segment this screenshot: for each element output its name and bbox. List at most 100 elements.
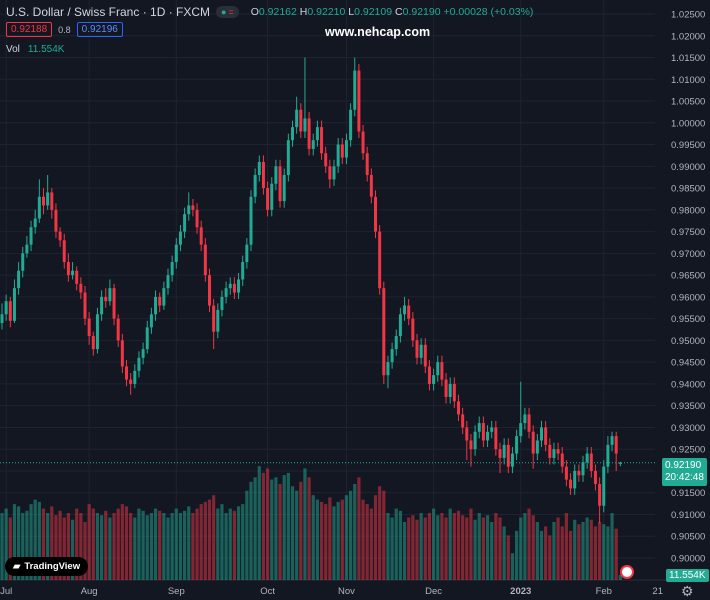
volume-bar [402,521,407,580]
candle-body [154,296,158,315]
candle-body [66,262,70,276]
candle-body [581,462,585,476]
volume-bar [145,515,149,580]
candle-body [378,231,382,289]
candle-body [212,305,216,332]
candle-body [232,283,236,293]
volume-bar [83,521,87,580]
price-axis[interactable]: 1.02500 1.02000 1.01500 1.01000 1.00500 1.000… [671,10,705,565]
spread-value: 0.8 [58,24,71,35]
candle-body [149,314,153,328]
volume-legend[interactable]: Vol 11.554K [6,44,64,55]
candle-body [602,466,606,506]
candle-body [37,196,41,219]
candle-body [519,423,523,437]
volume-bar [490,521,494,580]
y-tick-label: 0.97500 [671,227,705,238]
volume-bar [149,513,153,580]
candle-body [477,423,481,432]
volume-bar [340,499,344,580]
x-tick-label: Feb [596,586,612,597]
candle-body [245,244,249,263]
volume-bar [91,508,95,580]
candle-body [465,427,469,441]
volume-bar [4,508,8,580]
volume-bar [568,530,573,580]
candle-body [369,175,373,197]
volume-bar [290,486,295,580]
candle-body [133,370,137,384]
y-tick-label: 0.92500 [671,445,705,456]
volume-bar [315,499,319,580]
gear-icon[interactable]: ⚙ [681,583,694,599]
candle-body [502,444,506,458]
candle-body [311,140,315,149]
candles [0,57,622,524]
y-tick-label: 0.97000 [671,249,705,260]
y-tick-label: 1.02500 [671,10,705,21]
volume-bar [70,519,75,580]
candle-body [54,209,58,232]
market-status-pill[interactable]: ● = [216,6,239,18]
x-tick-label: Aug [81,586,98,597]
current-price: 0.92190 [665,460,702,471]
candle-body [145,327,149,350]
sell-button[interactable]: 0.92188 [6,22,53,37]
symbol-title[interactable]: U.S. Dollar / Swiss Franc · 1D · FXCM [6,5,211,19]
volume-bar [573,519,577,580]
candle-body [436,362,440,376]
volume-bar [593,526,598,580]
volume-bar [158,510,162,580]
volume-bar [427,513,432,580]
candle-body [0,314,4,323]
volume-bar [452,513,456,580]
volume-bar [531,515,535,580]
volume-bar [87,504,91,580]
candle-body [357,70,361,132]
volume-bar [266,468,270,580]
candle-body [585,453,589,463]
candle-body [303,118,307,132]
candle-body [390,349,394,363]
volume-bar [0,513,4,580]
candle-body [598,484,602,506]
x-tick-label: 2023 [510,586,531,597]
y-tick-label: 0.96500 [671,271,705,282]
volume-bar [357,477,361,580]
candle-body [510,453,514,467]
symbol-legend: U.S. Dollar / Swiss Franc · 1D · FXCM ● =… [6,5,533,19]
candle-body [427,366,431,384]
volume-bar [228,508,232,580]
buy-button[interactable]: 0.92196 [76,22,123,37]
time-axis[interactable]: Jul Aug Sep Oct Nov Dec 2023 Feb 21 [0,586,663,597]
candle-body [403,305,407,315]
candle-body [174,244,178,263]
y-tick-label: 1.02000 [671,31,705,42]
y-tick-label: 0.93000 [671,423,705,434]
volume-bar [398,510,402,580]
volume-bar [349,490,353,580]
x-tick-label: Jul [0,586,12,597]
volume-bar [378,486,382,580]
us-flag-event-icon[interactable] [620,565,634,579]
volume-bar [8,517,12,580]
volume-bar [12,504,17,580]
y-tick-label: 0.94500 [671,358,705,369]
candle-body [506,444,510,467]
candle-body [8,301,12,321]
volume-bar [232,510,236,580]
x-tick-label: 21 [652,586,663,597]
volume-bar [104,510,108,580]
candle-body [398,314,402,337]
volume-bar [212,495,216,580]
tradingview-logo[interactable]: ▰ TradingView [5,557,89,576]
volume-bar [170,513,174,580]
volume-bar [203,501,207,580]
volume-bar [365,504,369,580]
volume-bar [481,517,485,580]
candle-body [353,70,357,110]
high-value: 0.92210 [307,6,346,18]
volume-bar [548,535,552,580]
candle-body [411,318,415,341]
